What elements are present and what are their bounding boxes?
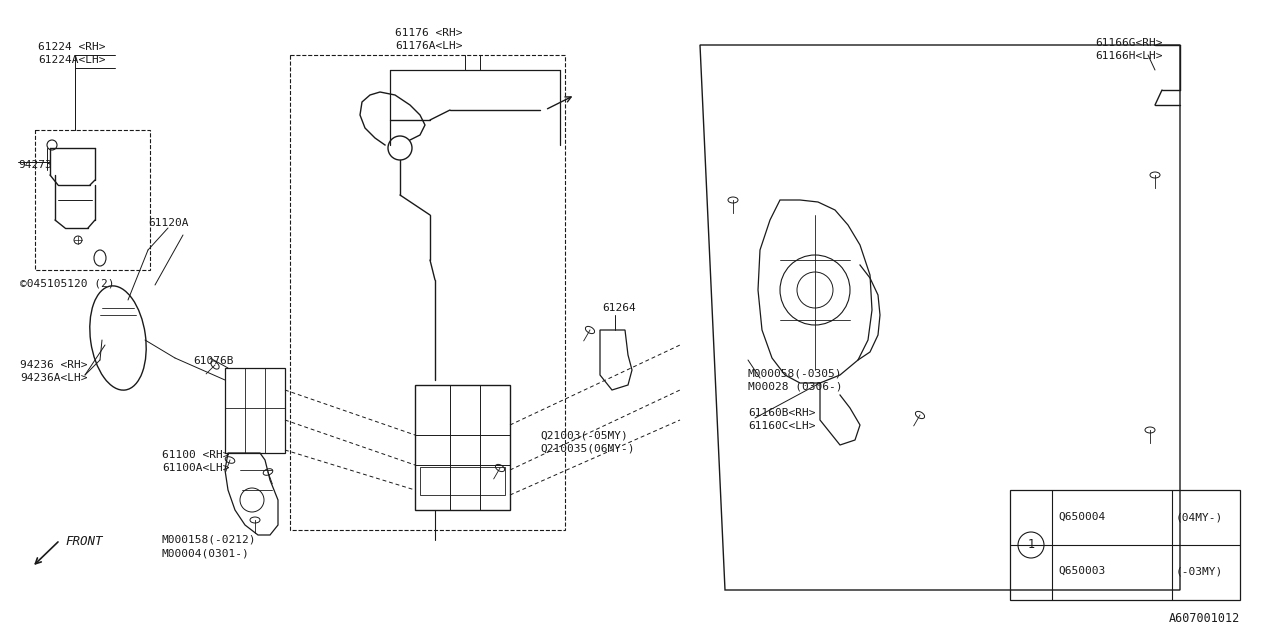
- Text: 61120A: 61120A: [148, 218, 188, 228]
- Text: (-03MY): (-03MY): [1176, 566, 1224, 576]
- Text: M000158(-0212)
M00004(0301-): M000158(-0212) M00004(0301-): [163, 535, 256, 558]
- Bar: [420, 467, 506, 495]
- Text: FRONT: FRONT: [65, 535, 102, 548]
- Text: 94236 <RH>
94236A<LH>: 94236 <RH> 94236A<LH>: [20, 360, 87, 383]
- Text: Q21003(-05MY)
Q210035(06MY-): Q21003(-05MY) Q210035(06MY-): [540, 430, 635, 453]
- Text: 61160B<RH>
61160C<LH>: 61160B<RH> 61160C<LH>: [748, 408, 815, 431]
- Text: 61100 <RH>
61100A<LH>: 61100 <RH> 61100A<LH>: [163, 450, 229, 473]
- Text: 61224 <RH>
61224A<LH>: 61224 <RH> 61224A<LH>: [38, 42, 105, 65]
- Text: 94273: 94273: [18, 160, 51, 170]
- Text: A607001012: A607001012: [1169, 612, 1240, 625]
- Text: 61264: 61264: [602, 303, 636, 313]
- Bar: [415, 385, 509, 510]
- Bar: [1010, 490, 1240, 600]
- Text: (04MY-): (04MY-): [1176, 512, 1224, 522]
- Text: M000058(-0305)
M00028 (0306-): M000058(-0305) M00028 (0306-): [748, 368, 842, 391]
- Bar: [35, 130, 150, 270]
- Text: 61166G<RH>
61166H<LH>: 61166G<RH> 61166H<LH>: [1094, 38, 1162, 61]
- Text: 1: 1: [1028, 538, 1034, 552]
- Text: Q650004: Q650004: [1059, 512, 1105, 522]
- Text: ©045105120 (2): ©045105120 (2): [20, 278, 114, 288]
- Text: 61076B: 61076B: [193, 356, 233, 366]
- Text: 61176 <RH>
61176A<LH>: 61176 <RH> 61176A<LH>: [396, 28, 462, 51]
- Bar: [225, 368, 285, 453]
- Text: Q650003: Q650003: [1059, 566, 1105, 576]
- Bar: [291, 55, 564, 530]
